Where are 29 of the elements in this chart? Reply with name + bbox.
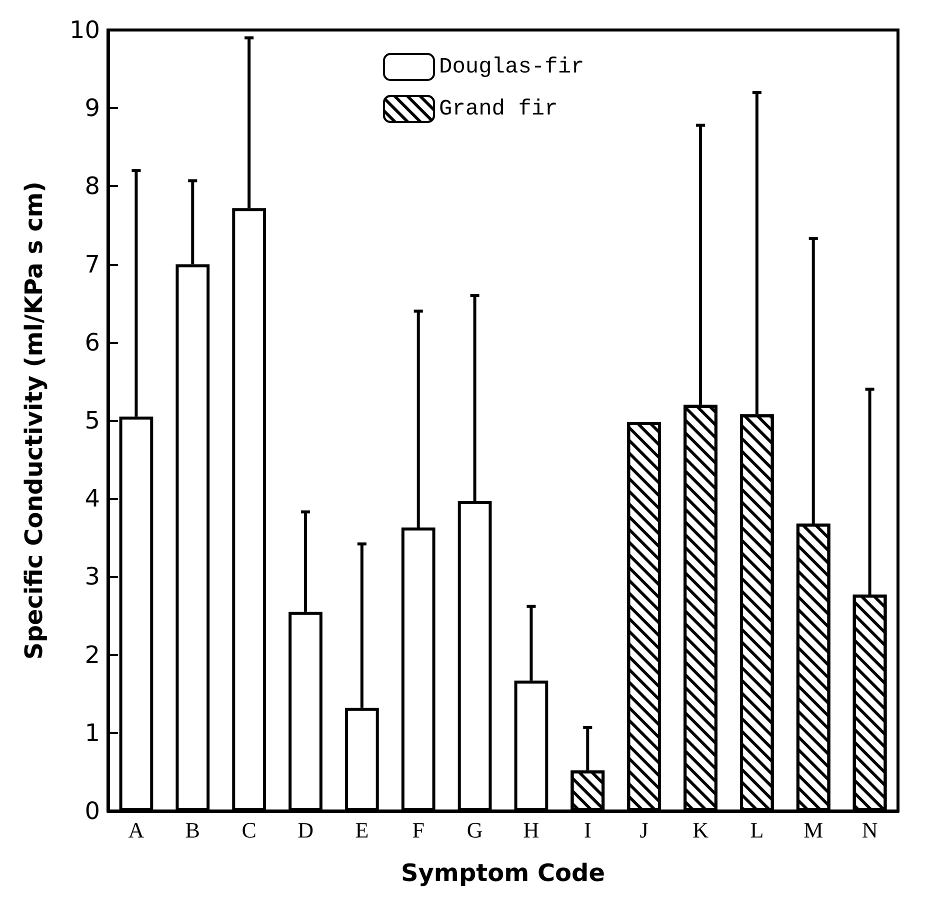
y-tick-label: 8 [84,172,100,200]
x-tick-label: C [242,818,256,842]
y-tick-label: 3 [84,562,100,591]
x-tick-label: F [412,818,424,842]
x-tick-label: E [355,818,369,842]
y-tick-label: 6 [84,328,100,356]
x-tick-label: D [298,818,314,842]
legend-label: Grand fir [439,96,558,122]
x-tick-label: H [523,818,540,842]
x-tick-label: N [862,818,878,842]
y-tick-label: 5 [84,406,100,434]
y-tick-label: 4 [84,484,100,513]
x-axis-title: Symptom Code [401,859,605,887]
x-tick-label: J [640,818,649,842]
y-axis-title: Specific Conductivity (ml/KPa s cm) [20,181,48,660]
x-tick-label: G [466,818,483,842]
y-tick-label: 7 [84,250,100,278]
y-tick-label: 9 [84,94,100,122]
y-tick-label: 0 [84,797,100,825]
y-tick-label: 1 [84,718,100,747]
y-tick-label: 10 [69,16,100,44]
x-tick-label: B [185,818,200,842]
x-tick-label: A [128,818,144,842]
legend-label: Douglas-fir [439,54,584,80]
x-tick-label: L [750,818,764,842]
x-tick-label: I [584,818,592,842]
y-tick-label: 2 [84,640,100,669]
x-tick-label: K [692,818,709,842]
x-tick-label: M [804,818,824,842]
